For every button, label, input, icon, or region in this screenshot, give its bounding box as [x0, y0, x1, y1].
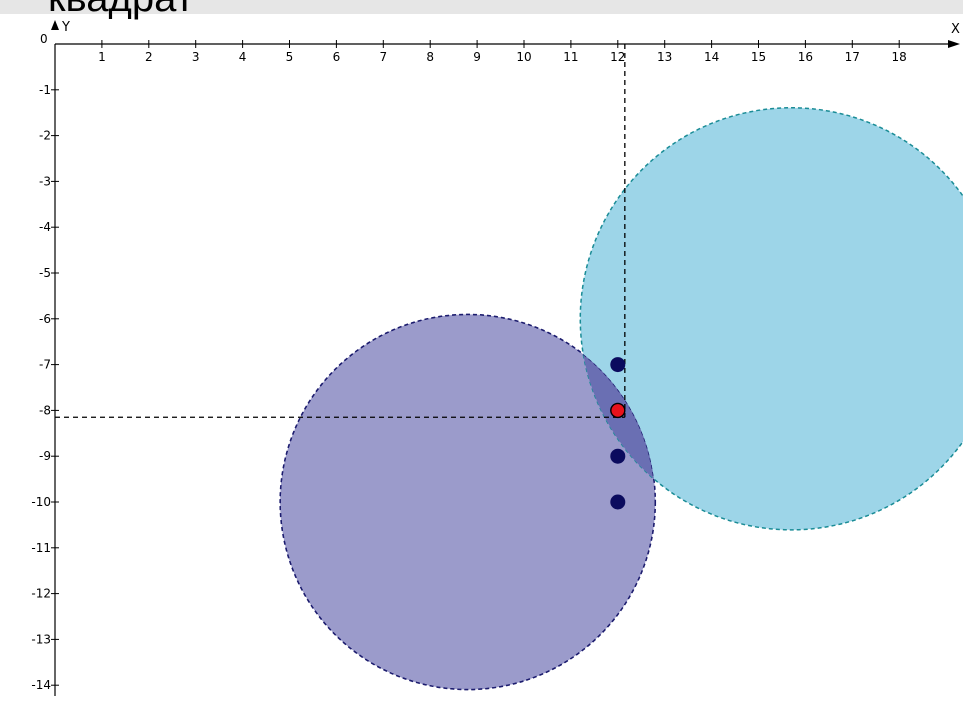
point: [610, 448, 626, 464]
circle-right: [579, 107, 963, 531]
y-tick-label: -4: [39, 220, 51, 234]
y-tick-label: -2: [39, 129, 51, 143]
y-tick-label: -13: [31, 632, 51, 646]
y-tick-label: -11: [31, 541, 51, 555]
x-tick-label: 16: [798, 50, 813, 64]
x-tick-label: 14: [704, 50, 719, 64]
x-tick-label: 11: [563, 50, 578, 64]
y-tick-label: -14: [31, 678, 51, 692]
point: [610, 494, 626, 510]
y-tick-label: -5: [39, 266, 51, 280]
x-tick-label: 1: [98, 50, 106, 64]
x-tick-label: 4: [239, 50, 247, 64]
x-tick-label: 13: [657, 50, 672, 64]
x-tick-label: 5: [286, 50, 294, 64]
x-tick-label: 3: [192, 50, 200, 64]
y-tick-label: -8: [39, 403, 51, 417]
x-tick-label: 17: [845, 50, 860, 64]
y-tick-label: -6: [39, 312, 51, 326]
x-tick-label: 18: [892, 50, 907, 64]
y-tick-label: -10: [31, 495, 51, 509]
y-tick-label: -1: [39, 83, 51, 97]
x-axis-label: X: [951, 22, 960, 37]
x-axis-arrow: [948, 40, 960, 48]
y-tick-label: -3: [39, 174, 51, 188]
x-tick-label: 10: [516, 50, 531, 64]
origin-label: 0: [40, 32, 48, 46]
page-title: квадрат: [48, 0, 194, 18]
y-axis-arrow: [51, 20, 59, 30]
x-tick-label: 9: [473, 50, 481, 64]
x-tick-label: 2: [145, 50, 153, 64]
title-band: [0, 0, 963, 14]
x-tick-label: 8: [426, 50, 434, 64]
x-tick-label: 7: [379, 50, 387, 64]
point-highlighted: [610, 402, 626, 419]
y-tick-label: -7: [39, 358, 51, 372]
x-tick-label: 12: [610, 50, 625, 64]
x-tick-label: 15: [751, 50, 766, 64]
x-tick-label: 6: [333, 50, 341, 64]
y-tick-label: -9: [39, 449, 51, 463]
point: [610, 357, 626, 373]
y-axis-label: Y: [61, 20, 70, 35]
y-tick-label: -12: [31, 587, 51, 601]
